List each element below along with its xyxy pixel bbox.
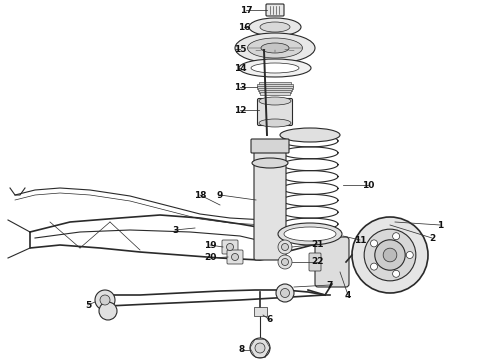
FancyBboxPatch shape: [258, 88, 292, 90]
Circle shape: [352, 217, 428, 293]
Text: 2: 2: [429, 234, 435, 243]
Text: 13: 13: [234, 82, 246, 91]
Ellipse shape: [261, 43, 289, 53]
Circle shape: [250, 338, 270, 358]
FancyBboxPatch shape: [259, 90, 291, 93]
Ellipse shape: [284, 227, 336, 241]
Text: 1: 1: [437, 220, 443, 230]
Circle shape: [255, 343, 265, 353]
Ellipse shape: [249, 18, 301, 36]
Text: 22: 22: [312, 257, 324, 266]
FancyBboxPatch shape: [257, 84, 293, 86]
Ellipse shape: [278, 223, 342, 245]
Text: 3: 3: [172, 225, 178, 234]
Ellipse shape: [252, 158, 288, 168]
FancyBboxPatch shape: [227, 250, 243, 264]
Ellipse shape: [239, 59, 311, 77]
FancyBboxPatch shape: [222, 240, 238, 254]
Circle shape: [370, 240, 377, 247]
Ellipse shape: [235, 33, 315, 63]
Text: 20: 20: [204, 253, 216, 262]
FancyBboxPatch shape: [253, 306, 267, 315]
Text: 14: 14: [234, 63, 246, 72]
Text: 18: 18: [194, 190, 206, 199]
Circle shape: [370, 263, 377, 270]
Text: 11: 11: [354, 235, 366, 244]
Text: 10: 10: [362, 180, 374, 189]
Circle shape: [278, 255, 292, 269]
Ellipse shape: [259, 97, 291, 105]
Circle shape: [231, 253, 239, 261]
Circle shape: [276, 284, 294, 302]
Text: 4: 4: [345, 291, 351, 300]
Circle shape: [392, 233, 400, 240]
Ellipse shape: [247, 38, 302, 58]
Circle shape: [99, 302, 117, 320]
FancyBboxPatch shape: [260, 92, 290, 95]
Circle shape: [392, 270, 400, 277]
Ellipse shape: [259, 119, 291, 127]
FancyBboxPatch shape: [251, 139, 289, 153]
Circle shape: [280, 288, 290, 297]
Circle shape: [95, 290, 115, 310]
FancyBboxPatch shape: [259, 82, 291, 85]
Text: 19: 19: [204, 240, 216, 249]
Ellipse shape: [260, 22, 290, 32]
Circle shape: [281, 258, 289, 266]
Text: 15: 15: [234, 45, 246, 54]
Circle shape: [383, 248, 397, 262]
Circle shape: [278, 240, 292, 254]
Circle shape: [375, 240, 405, 270]
Circle shape: [281, 243, 289, 251]
Ellipse shape: [280, 128, 340, 142]
Text: 12: 12: [234, 105, 246, 114]
Ellipse shape: [251, 63, 299, 73]
Text: 8: 8: [239, 346, 245, 355]
FancyBboxPatch shape: [309, 253, 321, 271]
Text: 17: 17: [240, 5, 252, 14]
FancyBboxPatch shape: [258, 99, 293, 126]
Text: 5: 5: [85, 301, 91, 310]
Text: 7: 7: [327, 280, 333, 289]
Text: 21: 21: [312, 239, 324, 248]
FancyBboxPatch shape: [266, 4, 284, 16]
Circle shape: [406, 252, 413, 258]
Circle shape: [100, 295, 110, 305]
Circle shape: [364, 229, 416, 281]
Circle shape: [226, 243, 234, 251]
Text: 9: 9: [217, 190, 223, 199]
Text: 16: 16: [238, 23, 250, 32]
FancyBboxPatch shape: [257, 86, 293, 89]
FancyBboxPatch shape: [315, 237, 349, 287]
Text: 6: 6: [267, 315, 273, 324]
FancyBboxPatch shape: [254, 141, 286, 260]
